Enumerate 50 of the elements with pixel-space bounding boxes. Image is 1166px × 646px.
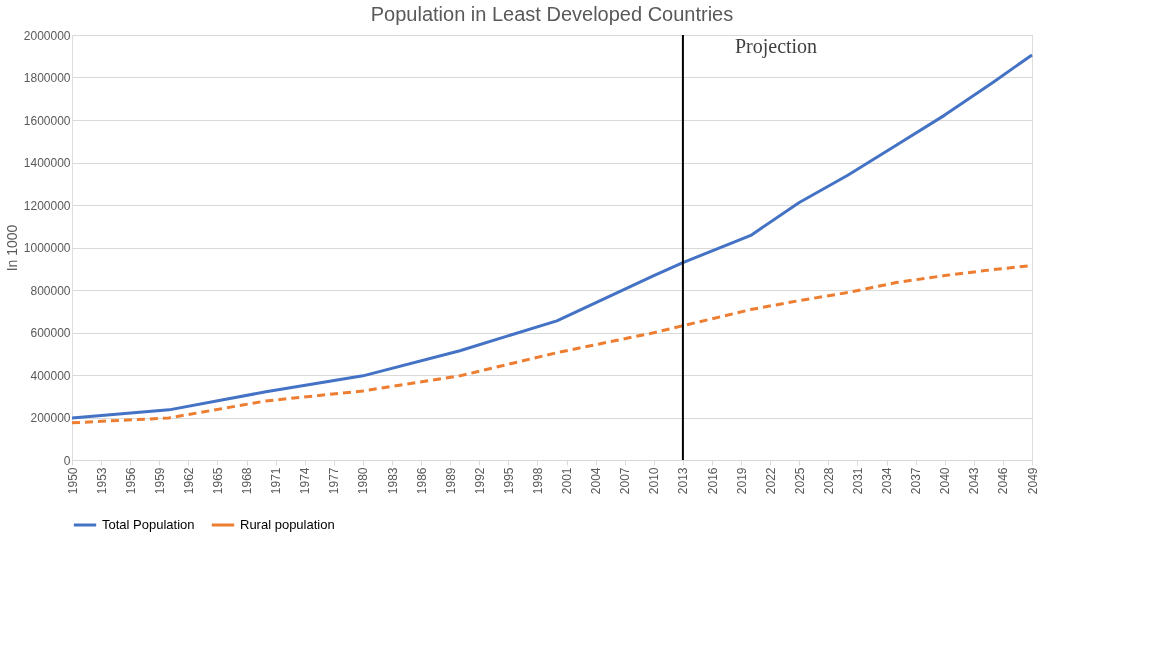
x-tick-label: 1959 bbox=[152, 467, 167, 495]
x-tick-label: 2043 bbox=[967, 467, 982, 495]
x-tick-label: 2001 bbox=[560, 467, 575, 495]
x-tick-label: 2016 bbox=[705, 467, 720, 495]
x-tick-label: 2046 bbox=[996, 467, 1011, 495]
x-tick-label: 1971 bbox=[269, 467, 284, 495]
x-tick-label: 2022 bbox=[763, 467, 778, 495]
y-tick-label: 1600000 bbox=[23, 113, 71, 128]
x-tick-label: 2031 bbox=[850, 467, 865, 495]
x-tick-label: 1956 bbox=[123, 467, 138, 495]
x-tick-label: 2007 bbox=[618, 467, 633, 495]
x-tick-label: 2025 bbox=[792, 467, 807, 495]
ref-line-label: Projection bbox=[734, 35, 818, 58]
y-tick-label: 1400000 bbox=[23, 156, 71, 170]
x-tick-label: 2028 bbox=[821, 467, 836, 495]
x-tick-label: 2034 bbox=[880, 467, 895, 495]
x-tick-label: 1974 bbox=[298, 467, 313, 495]
x-tick-label: 1977 bbox=[327, 467, 342, 495]
x-tick-label: 1962 bbox=[181, 467, 196, 495]
y-tick-label: 1200000 bbox=[23, 198, 71, 213]
x-tick-label: 1986 bbox=[414, 467, 429, 495]
y-tick-label: 0 bbox=[63, 453, 71, 468]
x-tick-label: 1950 bbox=[65, 467, 80, 495]
x-tick-label: 1965 bbox=[210, 467, 225, 495]
y-tick-label: 2000000 bbox=[23, 28, 71, 43]
y-tick-label: 400000 bbox=[30, 368, 71, 383]
x-tick-label: 2004 bbox=[589, 467, 604, 495]
x-tick-label: 2049 bbox=[1025, 467, 1040, 495]
y-tick-label: 1000000 bbox=[23, 241, 71, 255]
x-tick-label: 1989 bbox=[443, 467, 458, 495]
x-tick-label: 1968 bbox=[240, 467, 255, 495]
legend-label: Rural population bbox=[240, 517, 335, 532]
x-tick-label: 2013 bbox=[676, 467, 691, 495]
x-tick-label: 2010 bbox=[647, 467, 662, 495]
x-tick-label: 1992 bbox=[472, 467, 487, 495]
y-tick-label: 800000 bbox=[30, 283, 71, 298]
y-axis-title: In 1000 bbox=[3, 224, 20, 272]
y-tick-label: 600000 bbox=[30, 326, 71, 340]
x-tick-label: 2040 bbox=[938, 467, 953, 495]
chart-title: Population in Least Developed Countries bbox=[370, 3, 734, 25]
x-tick-label: 1995 bbox=[501, 467, 516, 495]
x-tick-label: 2037 bbox=[909, 467, 924, 495]
x-tick-label: 1953 bbox=[94, 467, 109, 495]
x-tick-label: 2019 bbox=[734, 467, 749, 495]
x-tick-label: 1980 bbox=[356, 467, 371, 495]
legend-label: Total Population bbox=[102, 517, 195, 532]
x-tick-label: 1998 bbox=[530, 467, 545, 495]
y-tick-label: 1800000 bbox=[23, 71, 71, 85]
y-tick-label: 200000 bbox=[30, 411, 71, 425]
x-tick-label: 1983 bbox=[385, 467, 400, 495]
